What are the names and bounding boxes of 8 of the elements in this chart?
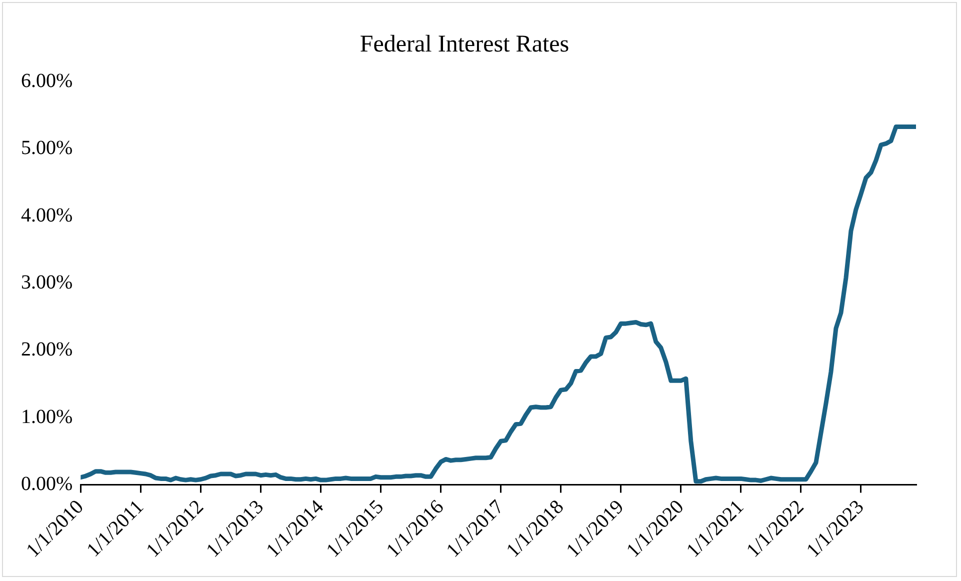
- chart-title: Federal Interest Rates: [360, 32, 570, 58]
- y-tick-label: 1.00%: [20, 406, 73, 428]
- y-tick-label: 2.00%: [20, 338, 73, 361]
- y-tick-label: 3.00%: [20, 272, 73, 294]
- y-tick-label: 0.00%: [20, 472, 73, 495]
- y-tick-label: 6.00%: [20, 70, 73, 92]
- y-tick-label: 4.00%: [20, 204, 73, 226]
- y-tick-label: 5.00%: [20, 137, 73, 160]
